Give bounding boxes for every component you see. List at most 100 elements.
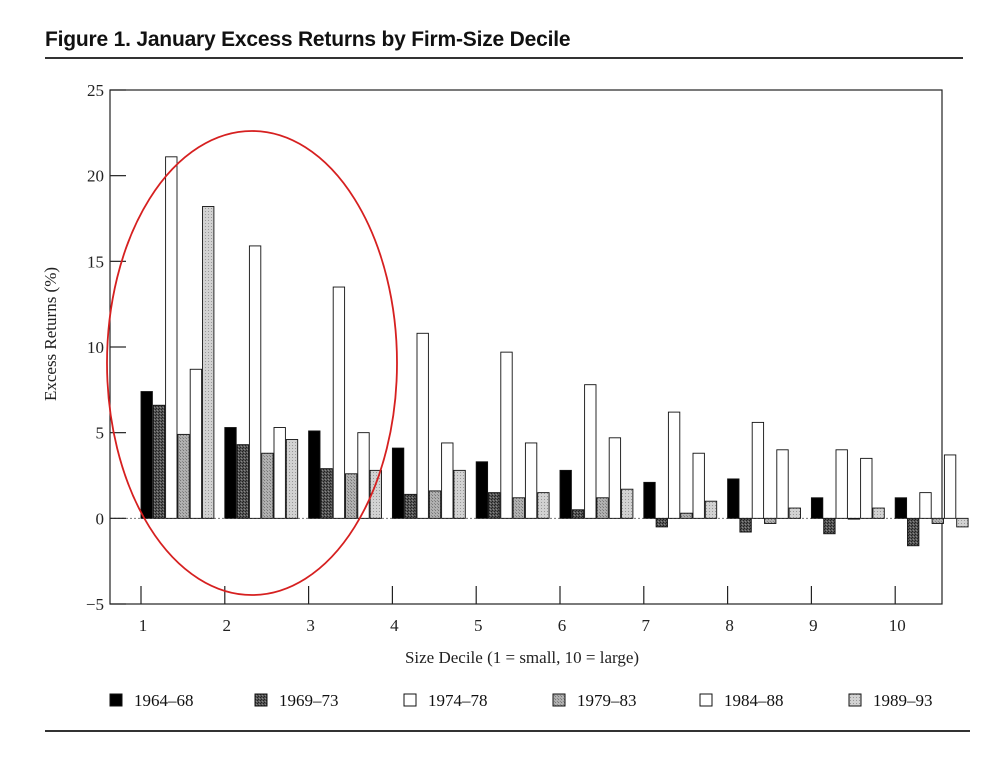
- x-axis: 1 2 3 4 5 6 7 8 9 10: [139, 586, 906, 635]
- bar-decile-10-series-2: [907, 517, 920, 547]
- bar-decile-10-series-3: [919, 492, 932, 519]
- legend-label: 1984–88: [724, 691, 784, 710]
- legend-swatch: [254, 693, 268, 707]
- bar-decile-5-series-3: [500, 351, 513, 519]
- bar-decile-10-series-6: [956, 517, 969, 528]
- title-rule: [45, 57, 963, 59]
- bars: [140, 156, 969, 547]
- bar-decile-7-series-3: [667, 411, 681, 519]
- bar-decile-9-series-3: [835, 449, 848, 519]
- bar-decile-4-series-1: [391, 447, 405, 519]
- legend-label: 1964–68: [134, 691, 194, 710]
- x-tick-label: 6: [558, 616, 567, 635]
- highlight-ellipse: [106, 130, 398, 596]
- bar-decile-5-series-1: [475, 461, 489, 519]
- bar-decile-5-series-5: [524, 442, 538, 519]
- bar-decile-6-series-1: [559, 469, 572, 519]
- bar-decile-2-series-1: [224, 427, 237, 519]
- x-axis-label: Size Decile (1 = small, 10 = large): [405, 648, 639, 667]
- bar-decile-7-series-5: [692, 452, 705, 519]
- bar-decile-4-series-3: [416, 332, 429, 519]
- y-axis: 25 20 15 10 5 0 −5: [86, 81, 126, 614]
- bar-decile-3-series-6: [369, 469, 382, 519]
- bar-decile-10-series-1: [894, 497, 908, 519]
- bar-decile-6-series-6: [621, 488, 634, 519]
- bar-decile-3-series-3: [332, 286, 346, 519]
- x-tick-label: 8: [725, 616, 734, 635]
- x-tick-label: 9: [809, 616, 818, 635]
- legend-label: 1989–93: [873, 691, 933, 710]
- legend-swatch: [109, 693, 123, 707]
- bar-decile-3-series-1: [308, 430, 321, 519]
- bar-decile-2-series-2: [236, 444, 249, 519]
- bar-decile-2-series-5: [273, 427, 286, 519]
- bar-decile-8-series-5: [776, 449, 789, 519]
- x-tick-label: 3: [306, 616, 315, 635]
- bar-decile-8-series-3: [751, 421, 765, 519]
- bar-decile-6-series-3: [584, 384, 597, 519]
- legend: 1964–68 1969–73 1974–78 1979–83 1984–88 1989–…: [109, 691, 933, 710]
- bar-decile-3-series-4: [345, 473, 358, 519]
- x-tick-label: 7: [642, 616, 651, 635]
- bar-decile-1-series-5: [189, 368, 203, 519]
- bar-decile-2-series-3: [248, 245, 262, 519]
- bar-decile-5-series-6: [537, 492, 550, 519]
- bar-decile-2-series-4: [261, 452, 274, 519]
- bar-decile-7-series-6: [704, 500, 718, 519]
- x-tick-label: 4: [390, 616, 399, 635]
- bar-decile-1-series-6: [202, 206, 215, 519]
- bar-decile-2-series-6: [285, 439, 299, 519]
- legend-label: 1979–83: [577, 691, 637, 710]
- x-tick-label: 5: [474, 616, 483, 635]
- bar-decile-1-series-2: [152, 404, 166, 519]
- bar-decile-8-series-4: [764, 517, 777, 524]
- y-tick-label: 10: [87, 338, 104, 357]
- bar-decile-4-series-5: [441, 442, 454, 519]
- bar-decile-5-series-2: [488, 492, 501, 519]
- bar-decile-7-series-1: [643, 481, 656, 519]
- bar-decile-9-series-2: [823, 517, 836, 535]
- bar-decile-7-series-2: [655, 517, 668, 528]
- y-tick-label: 15: [87, 252, 104, 271]
- figure-title: Figure 1. January Excess Returns by Firm…: [45, 28, 571, 51]
- bar-decile-8-series-6: [788, 507, 801, 519]
- bar-decile-8-series-1: [727, 478, 740, 519]
- bar-decile-1-series-4: [177, 433, 190, 519]
- bar-decile-9-series-6: [872, 507, 885, 519]
- y-tick-label: −5: [86, 595, 104, 614]
- x-tick-label: 10: [889, 616, 906, 635]
- bar-decile-3-series-5: [357, 432, 370, 519]
- plot-frame: [109, 89, 943, 605]
- bar-decile-5-series-4: [512, 497, 525, 519]
- bar-decile-1-series-3: [165, 156, 178, 519]
- legend-swatch: [699, 693, 713, 707]
- bar-decile-1-series-1: [140, 391, 153, 519]
- legend-swatch: [403, 693, 417, 707]
- x-tick-label: 1: [139, 616, 148, 635]
- y-tick-label: 5: [96, 424, 105, 443]
- x-tick-label: 2: [223, 616, 232, 635]
- bar-decile-3-series-2: [320, 468, 333, 519]
- bar-decile-6-series-4: [596, 497, 609, 519]
- legend-label: 1969–73: [279, 691, 339, 710]
- y-tick-label: 20: [87, 167, 104, 186]
- bar-decile-9-series-5: [860, 457, 873, 519]
- y-tick-label: 0: [96, 509, 105, 528]
- bar-decile-10-series-5: [943, 454, 957, 519]
- bar-decile-4-series-2: [404, 493, 417, 519]
- bar-decile-4-series-6: [453, 469, 466, 519]
- bar-decile-6-series-5: [608, 437, 622, 519]
- bar-decile-8-series-2: [739, 517, 752, 533]
- bar-decile-10-series-4: [931, 517, 944, 524]
- bar-decile-7-series-4: [680, 512, 693, 519]
- bar-decile-9-series-4: [847, 517, 861, 520]
- bottom-rule: [45, 730, 970, 732]
- bar-decile-6-series-2: [571, 509, 585, 519]
- bar-decile-9-series-1: [810, 497, 824, 519]
- legend-label: 1974–78: [428, 691, 488, 710]
- legend-swatch: [848, 693, 862, 707]
- bar-decile-4-series-4: [428, 490, 442, 519]
- y-tick-label: 25: [87, 81, 104, 100]
- y-axis-label: Excess Returns (%): [41, 267, 60, 401]
